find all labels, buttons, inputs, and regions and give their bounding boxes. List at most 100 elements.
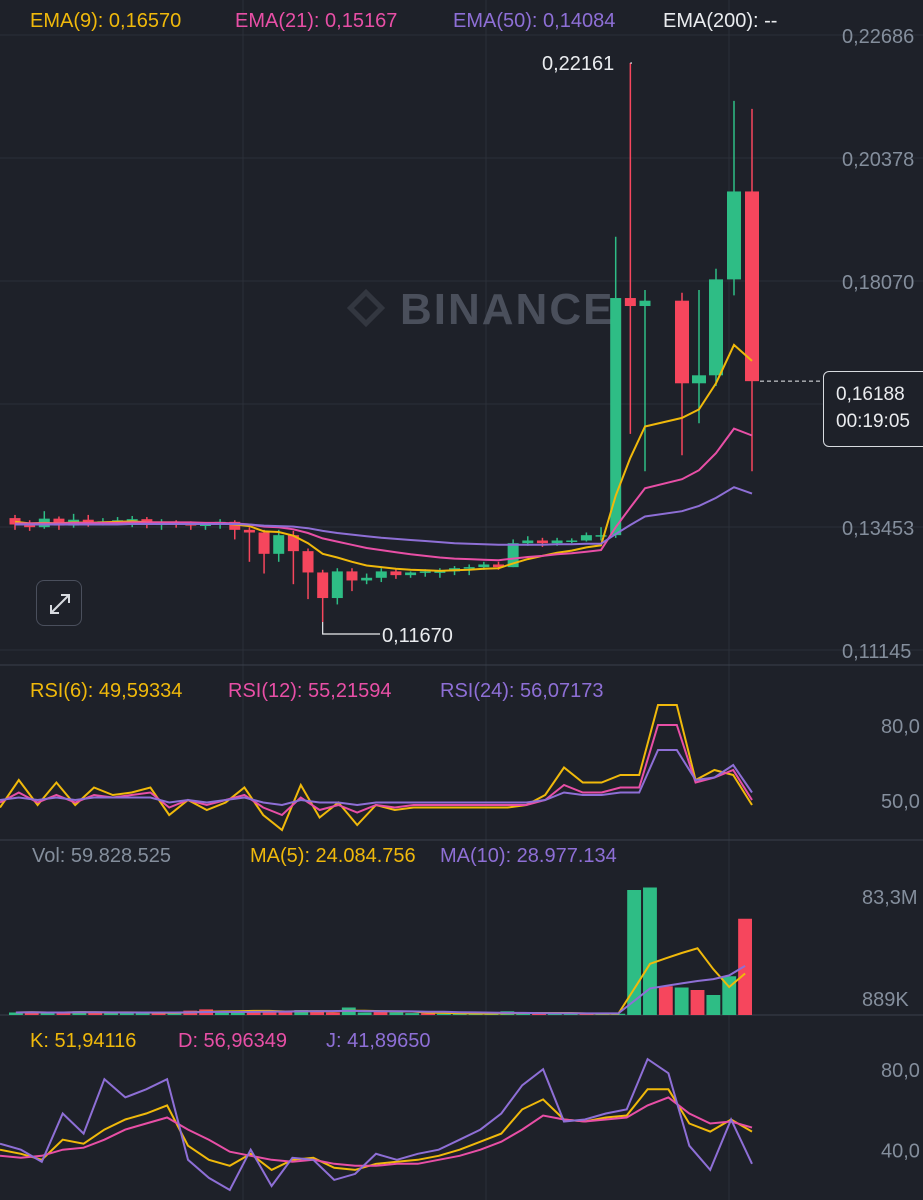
candle-body-down xyxy=(243,529,255,533)
volume-bar xyxy=(167,1013,182,1015)
volume-bar xyxy=(262,1010,277,1015)
price-axis-label: 0,22686 xyxy=(842,26,914,48)
ema-legend-item: EMA(21): 0,15167 xyxy=(235,10,397,32)
indicator-legend-item: RSI(24): 56,07173 xyxy=(440,680,603,702)
watermark-logo xyxy=(346,288,386,328)
volume-bar xyxy=(88,1012,103,1015)
candle-body-down xyxy=(24,524,36,528)
candle-body-up xyxy=(610,298,622,536)
volume-bar xyxy=(104,1013,118,1015)
candle-body-up xyxy=(692,375,706,384)
volume-bar xyxy=(722,976,737,1015)
candle-body-down xyxy=(624,298,636,307)
volume-bar xyxy=(373,1011,388,1015)
volume-bar xyxy=(532,1013,546,1015)
indicator-line-j xyxy=(0,1057,753,1192)
watermark-text: BINANCE xyxy=(400,285,614,334)
volume-bar xyxy=(294,1010,309,1015)
candle-body-down xyxy=(229,521,241,530)
expand-arrows-icon xyxy=(50,594,70,614)
candle-countdown: 00:19:05 xyxy=(836,411,910,432)
candle-body-up xyxy=(551,540,563,544)
indicator-axis-label: 50,0 xyxy=(881,791,920,813)
volume-bar xyxy=(357,1012,372,1015)
volume-bar xyxy=(452,1013,467,1015)
volume-bar xyxy=(326,1012,340,1015)
candle-body-up xyxy=(375,571,387,578)
ema-legend-item: EMA(200): -- xyxy=(663,10,777,32)
volume-bar xyxy=(674,987,689,1015)
candle-body-down xyxy=(390,571,402,576)
volume-bar xyxy=(643,887,657,1015)
candle-body-up xyxy=(419,571,431,573)
volume-bar xyxy=(658,986,673,1015)
indicator-line-rsi24 xyxy=(0,749,753,807)
volume-ma10-line xyxy=(15,965,746,1015)
ema-legend-item: EMA(50): 0,14084 xyxy=(453,10,615,32)
volume-bar xyxy=(215,1011,229,1015)
candle-body-up xyxy=(331,571,343,599)
low-price-label: 0,11670 xyxy=(382,625,453,647)
indicator-legend-item: RSI(12): 55,21594 xyxy=(228,680,391,702)
volume-axis-label: 889K xyxy=(862,989,909,1011)
indicator-line-d xyxy=(0,1096,753,1167)
indicator-legend-item: RSI(6): 49,59334 xyxy=(30,680,182,702)
candle-body-up xyxy=(595,535,607,537)
candle-body-down xyxy=(287,535,299,552)
high-price-label: 0,22161 xyxy=(542,53,614,75)
volume-bar xyxy=(436,1013,451,1015)
current-price: 0,16188 xyxy=(836,384,905,405)
volume-bar xyxy=(119,1012,134,1015)
indicator-line-k xyxy=(0,1088,753,1172)
candle-body-down xyxy=(536,540,548,544)
price-axis-label: 0,18070 xyxy=(842,272,914,294)
volume-bar xyxy=(151,1012,166,1015)
candle-body-down xyxy=(745,191,759,382)
indicator-line-rsi6 xyxy=(0,704,753,832)
volume-bar xyxy=(40,1013,55,1015)
candle-body-up xyxy=(434,571,446,573)
ema-line-50 xyxy=(15,486,753,546)
indicator-legend-item: K: 51,94116 xyxy=(30,1030,136,1052)
candle-body-up xyxy=(463,567,475,569)
expand-fullscreen-button[interactable] xyxy=(36,580,82,626)
current-price-tag: 0,16188 00:19:05 xyxy=(823,371,923,447)
volume-bar xyxy=(246,1011,261,1015)
volume-legend-item: MA(5): 24.084.756 xyxy=(250,845,416,867)
candle-body-up xyxy=(273,535,285,554)
candle-body-down xyxy=(9,518,21,525)
volume-bar xyxy=(405,1013,420,1015)
volume-axis-label: 83,3M xyxy=(862,887,918,909)
candle-body-down xyxy=(302,551,314,573)
price-axis-label: 0,11145 xyxy=(842,641,911,663)
candle-body-down xyxy=(317,572,329,599)
volume-bar xyxy=(9,1012,23,1015)
indicator-line-rsi12 xyxy=(0,724,753,817)
volume-bar xyxy=(135,1012,150,1015)
volume-bar xyxy=(690,990,705,1015)
candle-body-up xyxy=(405,572,417,576)
candle-body-down xyxy=(82,519,94,524)
candle-body-up xyxy=(580,535,592,541)
candle-body-down xyxy=(258,532,270,554)
candle-body-up xyxy=(639,300,651,307)
binance-logo-icon xyxy=(346,288,386,328)
candle-body-up xyxy=(199,524,211,527)
volume-bar xyxy=(547,1013,562,1015)
ema-legend-item: EMA(9): 0,16570 xyxy=(30,10,181,32)
candle-body-up xyxy=(709,279,723,376)
price-axis-label: 0,20378 xyxy=(842,149,914,171)
volume-bar xyxy=(706,995,721,1015)
volume-bar xyxy=(230,1011,245,1015)
volume-bar xyxy=(421,1013,435,1015)
volume-legend-item: MA(10): 28.977.134 xyxy=(440,845,617,867)
volume-legend-item: Vol: 59.828.525 xyxy=(32,845,171,867)
candle-body-down xyxy=(675,300,689,384)
volume-bar xyxy=(563,1013,578,1015)
candle-body-up xyxy=(507,543,519,568)
candle-body-up xyxy=(126,519,138,521)
candle-body-down xyxy=(492,564,504,568)
indicator-axis-label: 80,0 xyxy=(881,716,920,738)
volume-bar xyxy=(24,1011,39,1015)
